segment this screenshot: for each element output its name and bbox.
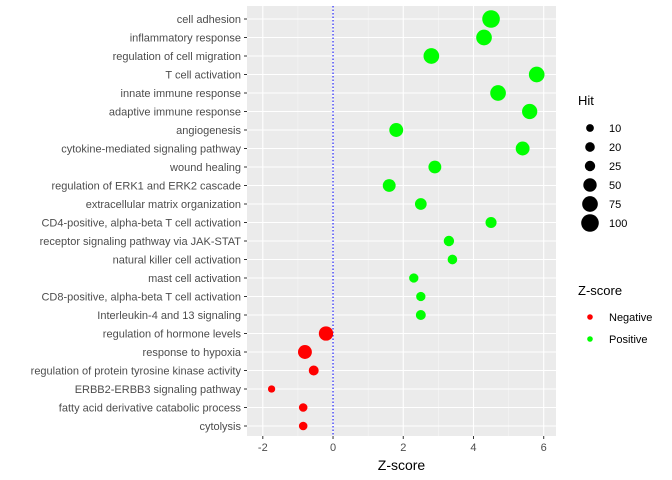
data-point [382,179,396,192]
y-tick-label: regulation of ERK1 and ERK2 cascade [51,181,241,193]
data-point [308,365,319,376]
size-legend-key [584,160,596,172]
size-legend-key [583,178,597,192]
data-point [515,141,530,156]
y-tick-label: regulation of cell migration [113,51,241,63]
y-tick-label: wound healing [169,162,241,174]
data-point [482,10,500,28]
y-tick-label: innate immune response [121,88,241,100]
data-point [485,216,497,229]
data-point [297,345,312,359]
data-point [298,421,308,431]
x-tick-label: 2 [400,442,406,454]
size-legend-key [581,214,599,232]
color-legend-label: Positive [609,334,648,346]
color-legend-label: Negative [609,312,652,324]
size-legend-title: Hit [578,93,594,108]
x-tick-label: -2 [258,442,268,454]
data-point [447,254,458,265]
data-point [490,85,506,101]
y-tick-label: natural killer cell activation [113,255,241,267]
data-point [318,326,334,341]
color-legend-key [587,314,593,320]
data-point [416,291,426,302]
color-legend-key [587,336,593,342]
data-point [389,123,404,137]
y-tick-label: ERBB2-ERBB3 signaling pathway [75,384,242,396]
y-tick-label: T cell activation [165,70,241,82]
data-point [528,66,545,83]
data-point [428,160,442,174]
y-tick-label: regulation of protein tyrosine kinase ac… [31,366,242,378]
data-point [423,48,440,64]
y-tick-label: cytokine-mediated signaling pathway [61,144,241,156]
data-point [409,273,419,283]
y-tick-label: CD4-positive, alpha-beta T cell activati… [41,218,241,230]
y-tick-label: adaptive immune response [109,107,241,119]
size-legend-label: 20 [609,142,621,154]
y-tick-label: Interleukin-4 and 13 signaling [97,310,241,322]
color-legend-title: Z-score [578,283,622,298]
size-legend-label: 50 [609,180,621,192]
y-tick-label: mast cell activation [148,273,241,285]
data-point [443,235,455,247]
x-tick-label: 0 [330,442,336,454]
y-tick-label: extracellular matrix organization [86,199,241,211]
data-point [415,310,426,320]
size-legend-label: 75 [609,199,621,211]
size-legend-label: 25 [609,161,621,173]
size-legend-label: 100 [609,218,627,230]
y-tick-label: angiogenesis [176,125,241,137]
data-point [298,403,308,412]
y-tick-label: response to hypoxia [143,347,242,359]
size-legend-key [582,196,598,212]
y-tick-label: regulation of hormone levels [103,329,242,341]
y-tick-label: inflammatory response [130,33,241,45]
x-tick-label: 4 [470,442,476,454]
y-tick-label: fatty acid derivative catabolic process [59,403,242,415]
size-legend-label: 10 [609,123,621,135]
size-legend-key [585,142,595,152]
y-tick-label: cell adhesion [177,14,241,26]
y-tick-label: cytolysis [199,421,241,433]
data-point [522,103,538,120]
data-point [414,198,427,210]
data-point [476,29,492,46]
size-legend-key [586,124,594,132]
y-tick-label: CD8-positive, alpha-beta T cell activati… [41,292,241,304]
plot-panel [247,6,556,436]
x-axis-title: Z-score [378,457,426,473]
x-tick-label: 6 [541,442,547,454]
data-point [267,385,276,393]
y-tick-label: receptor signaling pathway via JAK-STAT [40,236,242,248]
